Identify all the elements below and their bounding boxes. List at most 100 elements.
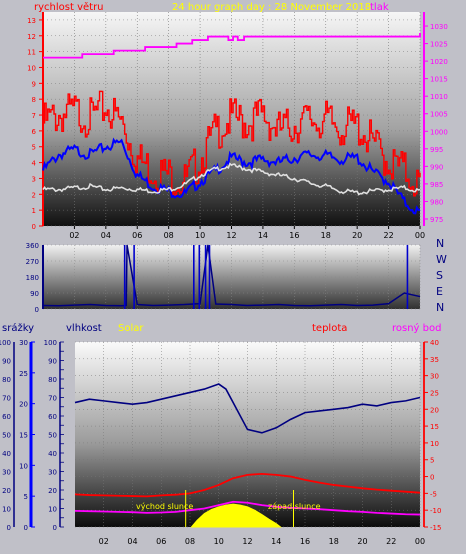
temperature-tick-label: 5 (430, 457, 434, 465)
wind-time-tick-label: 12 (226, 231, 236, 240)
compass-labels: N W S E N (436, 237, 447, 314)
direction-tick-label: 270 (26, 258, 39, 266)
compass-e: E (436, 285, 443, 298)
rain-tick-label: 0 (7, 524, 11, 532)
wind-speed-tick-label: 2 (32, 191, 36, 199)
solar-legend: Solar (118, 323, 144, 334)
wind-time-tick-label: 14 (258, 231, 268, 240)
temperature-time-tick-label: 20 (357, 537, 367, 546)
temperature-time-tick-label: 10 (214, 537, 224, 546)
temperature-time-tick-label: 22 (386, 537, 396, 546)
pressure-tick-label: 1030 (430, 23, 448, 31)
wind-time-tick-label: 02 (69, 231, 79, 240)
rain-tick-label: 60 (2, 413, 11, 421)
compass-s: S (436, 269, 443, 282)
solar-tick-label: 40 (48, 450, 57, 458)
humidity-tick-label: 30 (19, 339, 28, 347)
wind-lull-line (42, 162, 421, 196)
wind-time-tick-label: 20 (352, 231, 362, 240)
wind-speed-tick-label: 5 (32, 144, 36, 152)
pressure-tick-label: 1010 (430, 93, 448, 101)
wind-time-tick-label: 22 (383, 231, 393, 240)
temperature-time-tick-label: 04 (127, 537, 137, 546)
direction-tick-label: 90 (30, 290, 39, 298)
rain-tick-label: 20 (2, 487, 11, 495)
solar-area (190, 503, 283, 528)
pressure-legend: tlak (370, 2, 389, 13)
temperature-tick-label: 20 (430, 406, 439, 414)
rain-legend: srážky (2, 322, 34, 334)
pressure-tick-label: 990 (430, 163, 443, 171)
dew-point-line (74, 500, 421, 516)
wind-direction-line (42, 244, 421, 307)
temperature-time-tick-label: 12 (242, 537, 252, 546)
temperature-tick-label: -10 (430, 507, 441, 515)
wind-time-tick-label: 16 (289, 231, 299, 240)
pressure-tick-label: 1015 (430, 76, 448, 84)
direction-grid (43, 244, 421, 310)
compass-n-top: N (436, 237, 444, 250)
rain-tick-label: 10 (2, 506, 11, 514)
humidity-legend: vlhkost (66, 323, 102, 334)
wind-time-tick-label: 00 (415, 231, 425, 240)
pressure-tick-label: 985 (430, 181, 443, 189)
pressure-tick-label: 975 (430, 216, 443, 224)
temperature-time-tick-label: 06 (156, 537, 166, 546)
humidity-tick-label: 20 (19, 401, 28, 409)
compass-w: W (436, 253, 447, 266)
temperature-time-tick-label: 08 (185, 537, 195, 546)
temperature-tick-label: -15 (430, 524, 441, 532)
wind-speed-tick-label: 11 (27, 49, 36, 57)
humidity-tick-label: 25 (19, 370, 28, 378)
pressure-tick-label: 1005 (430, 111, 448, 119)
wind-speed-tick-label: 10 (27, 64, 36, 72)
pressure-tick-label: 1020 (430, 58, 448, 66)
wind-speed-tick-label: 3 (32, 175, 36, 183)
temperature-time-axis: 02 04 06 08 10 12 14 16 18 20 22 00 (99, 537, 425, 546)
sunset-label: západ slunce (268, 502, 321, 511)
temperature-tick-label: 40 (430, 339, 439, 347)
solar-tick-label: 80 (48, 376, 57, 384)
humidity-tick-label: 15 (19, 432, 28, 440)
wind-speed-tick-label: 8 (32, 96, 36, 104)
temperature-legend: teplota (312, 323, 347, 334)
wind-time-tick-label: 08 (164, 231, 174, 240)
temperature-time-tick-label: 14 (271, 537, 281, 546)
solar-tick-label: 100 (44, 339, 57, 347)
humidity-tick-label: 10 (19, 462, 28, 470)
rain-tick-label: 70 (2, 395, 11, 403)
temperature-tick-label: -5 (430, 490, 437, 498)
temperature-tick-label: 30 (430, 373, 439, 381)
temperature-tick-label: 15 (430, 423, 439, 431)
solar-tick-label: 60 (48, 413, 57, 421)
solar-tick-label: 70 (48, 395, 57, 403)
temperature-axes: -15-10-505101520253035400102030405060708… (0, 339, 441, 532)
solar-tick-label: 20 (48, 487, 57, 495)
direction-series (42, 244, 421, 309)
pressure-line (43, 33, 421, 59)
pressure-axis: 975 980 985 990 995 1000 1005 1010 1015 1020 1025 1… (423, 12, 448, 226)
compass-n-bottom: N (436, 301, 444, 314)
temperature-time-tick-label: 18 (329, 537, 339, 546)
wind-average-line (42, 137, 421, 215)
humidity-tick-label: 0 (24, 524, 28, 532)
temperature-time-tick-label: 02 (99, 537, 109, 546)
wind-speed-tick-label: 1 (32, 207, 36, 215)
solar-tick-label: 90 (48, 358, 57, 366)
rain-tick-label: 30 (2, 469, 11, 477)
direction-tick-label: 0 (35, 306, 39, 314)
dew-point-legend: rosný bod (392, 322, 441, 334)
wind-time-axis: 02 04 06 08 10 12 14 16 18 20 22 00 (69, 226, 425, 240)
humidity-tick-label: 5 (24, 493, 28, 501)
rain-tick-label: 100 (0, 339, 11, 347)
solar-tick-label: 0 (53, 524, 57, 532)
temperature-line (74, 472, 421, 498)
direction-axis: 0 90 180 270 360 (26, 242, 44, 314)
temperature-time-tick-label: 16 (300, 537, 310, 546)
wind-speed-tick-label: 6 (32, 128, 37, 136)
wind-time-tick-label: 10 (195, 231, 205, 240)
wind-speed-tick-label: 4 (32, 160, 37, 168)
solar-tick-label: 10 (48, 506, 57, 514)
